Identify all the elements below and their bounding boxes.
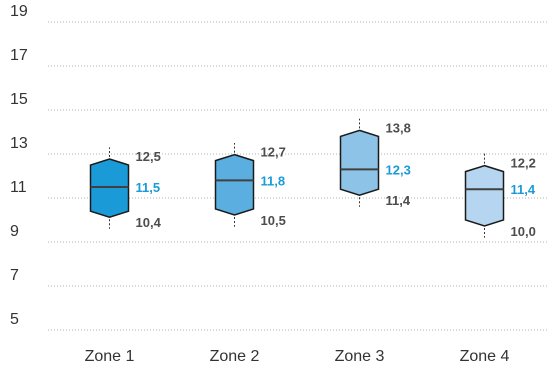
median-label-zone-4: 11,4 [511,182,536,197]
q1-label-zone-4: 10,0 [511,224,536,239]
median-label-zone-2: 11,8 [261,173,286,188]
box-zone-1 [89,158,130,218]
median-label-zone-3: 12,3 [386,162,411,177]
y-tick-label-9: 9 [10,223,19,240]
y-axis-tick-labels: 5 7 9 11 13 15 17 19 [10,3,28,328]
grid-lines [48,21,548,331]
y-tick-label-15: 15 [10,91,28,108]
y-tick-label-11: 11 [10,179,27,196]
box-zone-3 [339,129,380,196]
q3-label-zone-2: 12,7 [261,145,286,160]
q1-label-zone-1: 10,4 [136,215,162,230]
y-tick-label-17: 17 [10,47,28,64]
boxes [89,129,505,227]
data-labels: 12,5 11,5 10,4 12,7 11,8 10,5 13,8 12,3 11,4 12,2… [136,120,536,239]
y-tick-label-19: 19 [10,3,28,20]
q3-label-zone-3: 13,8 [386,120,411,135]
q1-label-zone-3: 11,4 [386,193,411,208]
box-zone-2 [214,153,255,216]
y-tick-label-5: 5 [10,311,19,328]
x-axis-category-labels: Zone 1 Zone 2 Zone 3 Zone 4 [85,348,510,365]
q3-label-zone-4: 12,2 [511,156,536,171]
category-label-zone-4: Zone 4 [460,348,510,365]
category-label-zone-2: Zone 2 [210,348,260,365]
category-label-zone-1: Zone 1 [85,348,135,365]
box-zone-4 [464,164,505,227]
whiskers [109,118,485,238]
category-label-zone-3: Zone 3 [335,348,385,365]
median-label-zone-1: 11,5 [136,180,161,195]
q1-label-zone-2: 10,5 [261,213,286,228]
y-tick-label-7: 7 [10,267,19,284]
q3-label-zone-1: 12,5 [136,149,161,164]
y-tick-label-13: 13 [10,135,28,152]
